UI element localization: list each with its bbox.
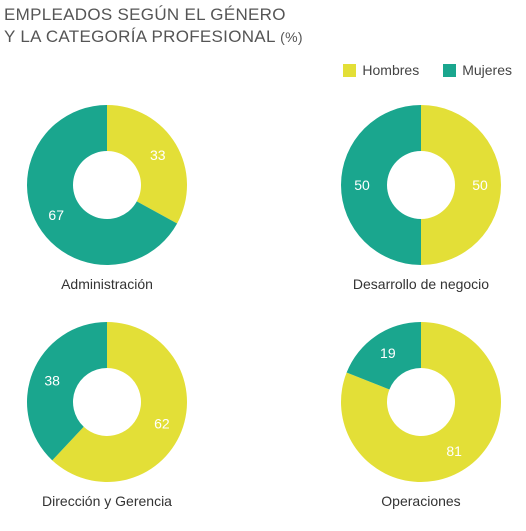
donut-svg: 33 67 — [27, 105, 188, 265]
data-label-hombres: 50 — [472, 177, 488, 193]
slice-mujeres — [27, 105, 178, 265]
slice-mujeres — [346, 322, 421, 390]
donut-chart-desarrollo: 50 50 Desarrollo de negocio — [306, 100, 526, 292]
chart-title: EMPLEADOS SEGÚN EL GÉNERO Y LA CATEGORÍA… — [4, 4, 303, 48]
data-label-mujeres: 67 — [48, 207, 64, 223]
data-label-hombres: 81 — [446, 443, 462, 459]
slice-mujeres — [27, 322, 108, 461]
slice-hombres — [107, 105, 188, 224]
legend-label-hombres: Hombres — [362, 62, 420, 78]
data-label-hombres: 62 — [154, 416, 170, 432]
legend-item-hombres: Hombres — [343, 62, 419, 78]
slice-hombres — [341, 322, 502, 482]
title-line-2-text: Y LA CATEGORÍA PROFESIONAL — [4, 27, 276, 46]
donut-chart-direccion: 62 38 Dirección y Gerencia — [0, 317, 222, 509]
data-label-mujeres: 50 — [354, 177, 370, 193]
legend-item-mujeres: Mujeres — [443, 62, 512, 78]
title-line-1: EMPLEADOS SEGÚN EL GÉNERO — [4, 5, 286, 24]
legend-swatch-mujeres — [443, 63, 457, 77]
chart-label: Desarrollo de negocio — [352, 276, 490, 292]
donut-chart-administracion: 33 67 Administración — [0, 100, 222, 292]
data-label-mujeres: 19 — [380, 345, 396, 361]
title-unit: (%) — [280, 29, 303, 45]
donut-svg: 50 50 — [341, 105, 501, 265]
donut-svg: 81 19 — [341, 322, 502, 482]
chart-label: Dirección y Gerencia — [42, 493, 172, 509]
data-label-mujeres: 38 — [44, 372, 60, 388]
legend: Hombres Mujeres — [327, 62, 512, 78]
donut-svg: 62 38 — [27, 322, 187, 482]
chart-label: Administración — [61, 276, 153, 292]
chart-label: Operaciones — [381, 493, 461, 509]
data-label-hombres: 33 — [150, 147, 166, 163]
slice-hombres — [421, 105, 501, 265]
title-line-2: Y LA CATEGORÍA PROFESIONAL (%) — [4, 26, 303, 48]
slice-hombres — [52, 322, 187, 482]
slice-mujeres — [341, 105, 421, 265]
donut-chart-operaciones: 81 19 Operaciones — [306, 317, 526, 509]
legend-label-mujeres: Mujeres — [462, 62, 512, 78]
legend-swatch-hombres — [343, 63, 357, 77]
